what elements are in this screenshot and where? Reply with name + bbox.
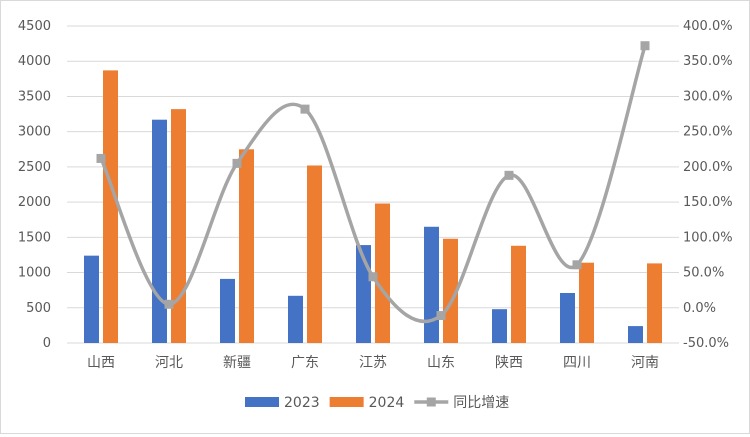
line-marker — [640, 41, 650, 51]
line-marker — [300, 104, 310, 114]
y-left-tick-label: 2500 — [18, 160, 51, 175]
bar-2024 — [375, 203, 390, 343]
y-right-tick-label: 200.0% — [683, 160, 733, 175]
line-marker — [164, 299, 174, 309]
y-right-tick-label: 0.0% — [683, 301, 716, 316]
y-left-tick-label: 2000 — [18, 195, 51, 210]
legend-swatch-2024 — [329, 397, 364, 407]
line-marker — [572, 260, 582, 270]
legend-label-2024: 2024 — [369, 395, 405, 411]
y-right-tick-label: 250.0% — [683, 125, 733, 140]
bar-2024 — [239, 149, 254, 343]
line-marker — [436, 311, 446, 321]
x-tick-label: 新疆 — [223, 355, 251, 371]
bar-2023 — [152, 119, 167, 344]
bar-2023 — [560, 292, 575, 343]
bar-2023 — [288, 295, 303, 343]
x-tick-label: 山西 — [87, 355, 115, 371]
y-left-tick-label: 4000 — [18, 54, 51, 69]
bar-2024 — [307, 165, 322, 343]
y-left-tick-label: 1500 — [18, 230, 51, 245]
growth-line — [96, 41, 650, 324]
line-marker — [504, 170, 514, 180]
axes: 0 500 1000 1500 2000 2500 3000 3500 4000 4500 -50.… — [18, 19, 733, 371]
y-left-tick-label: 500 — [26, 301, 51, 316]
legend-label-同比增速: 同比增速 — [453, 395, 509, 411]
line-marker — [96, 153, 106, 163]
y-right-tick-label: -50.0% — [683, 336, 729, 351]
line-marker — [368, 272, 378, 282]
legend-label-2023: 2023 — [284, 395, 320, 411]
bars — [84, 70, 662, 344]
legend: 2023 2024 同比增速 — [245, 395, 509, 411]
bar-2024 — [647, 263, 662, 343]
bar-2024 — [171, 109, 186, 343]
x-tick-label: 广东 — [291, 355, 319, 371]
bar-2023 — [220, 278, 235, 343]
bar-2024 — [511, 245, 526, 343]
x-tick-label: 四川 — [563, 355, 591, 371]
legend-swatch-2023 — [245, 397, 279, 407]
legend-marker — [426, 397, 436, 407]
y-right-tick-label: 100.0% — [683, 230, 733, 245]
x-tick-label: 陕西 — [495, 355, 523, 371]
y-left-tick-label: 0 — [43, 336, 51, 351]
x-tick-label: 河南 — [631, 355, 659, 371]
bar-2024 — [443, 238, 458, 343]
bar-2023 — [84, 255, 99, 343]
y-left-tick-label: 4500 — [18, 19, 51, 34]
y-left-tick-label: 3500 — [18, 89, 51, 104]
y-right-tick-label: 300.0% — [683, 89, 733, 104]
bar-2024 — [103, 70, 118, 343]
x-tick-label: 河北 — [155, 355, 183, 371]
y-left-tick-label: 3000 — [18, 125, 51, 140]
y-right-tick-label: 350.0% — [683, 54, 733, 69]
y-right-tick-label: 150.0% — [683, 195, 733, 210]
y-left-tick-label: 1000 — [18, 266, 51, 281]
bar-2024 — [579, 262, 594, 343]
bar-2023 — [492, 309, 507, 343]
x-tick-label: 江苏 — [359, 355, 387, 371]
y-right-tick-label: 50.0% — [683, 266, 724, 281]
x-tick-label: 山东 — [427, 355, 455, 371]
bar-2023 — [628, 326, 643, 343]
y-right-tick-label: 400.0% — [683, 19, 733, 34]
line-marker — [232, 158, 242, 168]
bar-2023 — [424, 226, 439, 343]
